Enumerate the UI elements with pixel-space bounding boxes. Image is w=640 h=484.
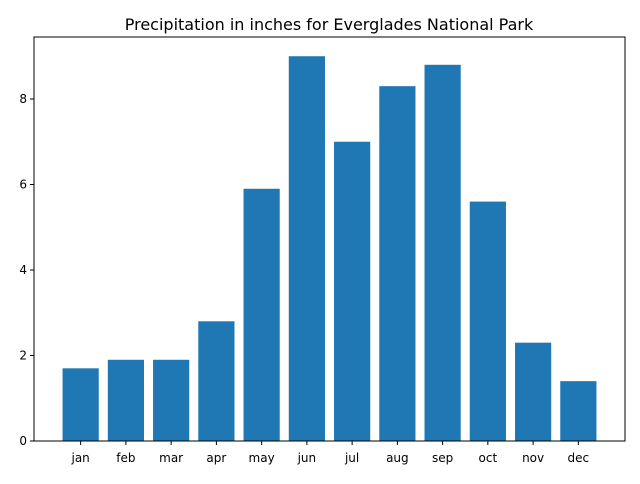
bar-dec <box>560 381 597 441</box>
bar-jul <box>334 141 371 442</box>
y-tick-label: 4 <box>19 263 27 277</box>
bar-jun <box>288 56 325 441</box>
bar-sep <box>424 64 461 441</box>
y-tick-label: 0 <box>19 434 27 448</box>
x-tick-label: dec <box>568 451 590 465</box>
x-axis-ticks: jan feb mar apr may jun jul aug sep oct nov dec <box>70 441 589 465</box>
x-tick-label: may <box>249 451 275 465</box>
bar-apr <box>198 321 235 441</box>
x-tick-label: jan <box>70 451 89 465</box>
y-tick-label: 6 <box>19 177 27 191</box>
bar-may <box>243 188 280 441</box>
y-axis-ticks: 0 2 4 6 8 <box>19 92 34 448</box>
x-tick-label: aug <box>386 451 409 465</box>
x-tick-label: sep <box>432 451 453 465</box>
x-tick-label: mar <box>159 451 183 465</box>
bar-mar <box>153 359 190 441</box>
plot-frame <box>33 36 626 442</box>
y-tick-label: 8 <box>19 92 27 106</box>
y-tick-label: 2 <box>19 348 27 362</box>
x-tick-label: apr <box>206 451 226 465</box>
bar-oct <box>469 201 506 441</box>
bar-feb <box>107 359 144 441</box>
x-tick-label: oct <box>479 451 498 465</box>
bar-nov <box>515 342 552 441</box>
bar-aug <box>379 86 416 441</box>
x-tick-label: jun <box>297 451 317 465</box>
x-tick-label: nov <box>522 451 544 465</box>
chart-title: Precipitation in inches for Everglades N… <box>125 15 534 34</box>
bar-jan <box>62 368 99 441</box>
x-tick-label: feb <box>116 451 135 465</box>
bars-group <box>62 56 597 442</box>
x-tick-label: jul <box>344 451 359 465</box>
